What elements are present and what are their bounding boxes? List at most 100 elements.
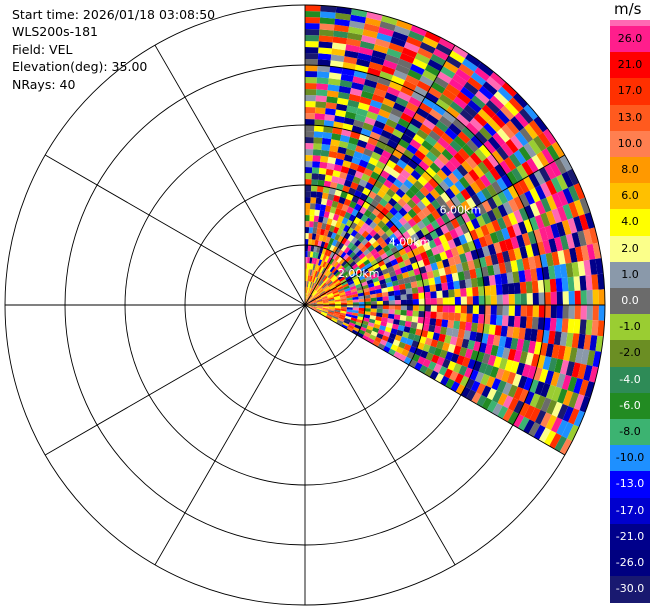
- velocity-gate: [305, 167, 313, 174]
- velocity-gate: [470, 277, 478, 288]
- velocity-gate: [311, 282, 315, 289]
- velocity-gate: [519, 246, 528, 259]
- velocity-gate: [513, 282, 521, 294]
- velocity-gate: [574, 305, 581, 320]
- velocity-gate: [445, 327, 454, 337]
- velocity-gate: [382, 296, 389, 301]
- velocity-gate: [405, 315, 413, 322]
- velocity-gate: [465, 278, 473, 289]
- velocity-gate: [305, 83, 317, 90]
- velocity-gate: [315, 107, 326, 115]
- velocity-gate: [412, 58, 428, 70]
- velocity-gate: [431, 354, 440, 364]
- velocity-gate: [452, 118, 466, 132]
- velocity-gate: [562, 291, 569, 305]
- velocity-gate: [429, 318, 437, 326]
- velocity-gate: [573, 183, 586, 200]
- velocity-gate: [508, 305, 515, 316]
- velocity-gate: [332, 36, 348, 45]
- velocity-gate: [351, 82, 364, 91]
- velocity-gate: [551, 344, 560, 359]
- velocity-gate: [371, 50, 387, 60]
- colorbar-segment: [610, 52, 650, 79]
- velocity-gate: [385, 341, 393, 349]
- velocity-gate: [327, 295, 334, 299]
- velocity-gate: [406, 144, 418, 155]
- velocity-gate: [318, 234, 324, 242]
- velocity-gate: [502, 250, 511, 263]
- velocity-gate: [579, 275, 587, 291]
- velocity-gate: [331, 239, 338, 247]
- velocity-gate: [379, 325, 387, 331]
- velocity-gate: [352, 293, 359, 298]
- velocity-gate: [453, 254, 462, 265]
- velocity-gate: [305, 221, 310, 228]
- velocity-gate: [314, 125, 324, 132]
- velocity-gate: [494, 325, 502, 336]
- velocity-gate: [331, 219, 338, 227]
- velocity-gate: [504, 261, 513, 274]
- velocity-gate: [305, 227, 310, 234]
- velocity-gate: [445, 351, 454, 361]
- velocity-gate: [314, 270, 318, 277]
- velocity-gate: [319, 266, 325, 273]
- velocity-gate: [518, 270, 526, 283]
- velocity-gate: [305, 29, 320, 36]
- velocity-gate: [489, 231, 499, 244]
- velocity-gate: [354, 280, 361, 286]
- velocity-gate: [345, 256, 352, 263]
- colorbar-tick-label: -21.0: [615, 529, 645, 543]
- velocity-gate: [305, 191, 311, 198]
- velocity-gate: [433, 253, 442, 263]
- velocity-gate: [437, 153, 450, 165]
- velocity-gate: [346, 142, 357, 151]
- velocity-gate: [328, 150, 338, 159]
- velocity-gate: [429, 162, 441, 174]
- velocity-gate: [413, 180, 424, 191]
- velocity-gate: [358, 301, 365, 305]
- velocity-gate: [486, 154, 500, 168]
- velocity-gate: [445, 160, 457, 173]
- velocity-gate: [465, 122, 479, 136]
- velocity-gate: [475, 267, 483, 278]
- velocity-gate: [342, 185, 351, 193]
- velocity-gate: [362, 284, 369, 290]
- velocity-gate: [430, 298, 437, 305]
- velocity-gate: [397, 198, 407, 208]
- velocity-gate: [327, 90, 339, 98]
- colorbar-segment: [610, 235, 650, 263]
- velocity-gate: [551, 251, 560, 266]
- velocity-gate: [447, 172, 459, 185]
- velocity-gate: [333, 121, 344, 129]
- velocity-gate: [317, 252, 322, 260]
- velocity-gate: [376, 270, 384, 277]
- colorbar-segment: [610, 20, 650, 26]
- velocity-gate: [507, 348, 517, 361]
- velocity-gate: [305, 173, 312, 180]
- velocity-gate: [326, 313, 333, 318]
- velocity-gate: [429, 284, 437, 292]
- velocity-gate: [453, 96, 468, 110]
- velocity-gate: [554, 236, 564, 252]
- velocity-gate: [353, 277, 360, 283]
- velocity-gate: [367, 244, 375, 253]
- velocity-gate: [352, 307, 359, 311]
- velocity-gate: [353, 327, 360, 333]
- velocity-gate: [425, 92, 439, 104]
- velocity-gate: [375, 256, 383, 263]
- velocity-gate: [426, 270, 435, 279]
- velocity-gate: [545, 343, 554, 358]
- velocity-gate: [305, 233, 309, 240]
- velocity-gate: [333, 261, 339, 268]
- velocity-gate: [461, 58, 478, 72]
- velocity-gate: [354, 239, 362, 247]
- velocity-gate: [533, 341, 542, 355]
- velocity-gate: [409, 63, 425, 76]
- velocity-gate: [339, 292, 346, 296]
- velocity-gate: [315, 296, 322, 301]
- velocity-gate: [321, 274, 327, 281]
- velocity-gate: [455, 384, 466, 395]
- velocity-gate: [523, 142, 537, 158]
- velocity-gate: [316, 228, 322, 235]
- velocity-gate: [320, 281, 326, 288]
